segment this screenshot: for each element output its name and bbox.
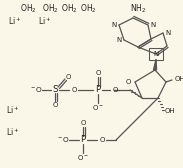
Text: OH$_2$: OH$_2$ <box>61 3 77 15</box>
Text: O: O <box>112 87 118 93</box>
Text: O: O <box>53 102 58 108</box>
Text: O: O <box>99 137 105 143</box>
Text: O: O <box>96 70 101 76</box>
Text: O: O <box>65 74 71 80</box>
Text: O$^-$: O$^-$ <box>77 153 89 161</box>
Text: O: O <box>81 120 86 126</box>
Polygon shape <box>154 59 156 70</box>
Text: N: N <box>153 51 159 57</box>
Text: OH: OH <box>175 76 183 82</box>
Text: Li$^+$: Li$^+$ <box>6 126 19 138</box>
Text: Li$^+$: Li$^+$ <box>6 104 19 116</box>
Text: N: N <box>165 30 170 36</box>
Text: O: O <box>126 79 131 85</box>
Text: NH$_2$: NH$_2$ <box>130 3 146 15</box>
Text: S: S <box>52 86 58 94</box>
Text: OH$_2$: OH$_2$ <box>20 3 36 15</box>
Text: N: N <box>112 22 117 28</box>
Text: $^-$O: $^-$O <box>56 136 70 144</box>
Text: O$^-$: O$^-$ <box>92 102 104 112</box>
Text: $^-$O: $^-$O <box>29 86 43 94</box>
Text: N: N <box>117 37 122 43</box>
Text: Li$^+$: Li$^+$ <box>8 15 21 27</box>
Text: P: P <box>81 136 86 144</box>
Text: OH$_2$: OH$_2$ <box>42 3 58 15</box>
Text: Li$^+$: Li$^+$ <box>38 15 51 27</box>
Text: O: O <box>71 87 77 93</box>
Text: N: N <box>150 22 155 28</box>
Text: OH: OH <box>165 108 176 114</box>
Text: P: P <box>96 86 101 94</box>
Text: OH$_2$: OH$_2$ <box>80 3 96 15</box>
